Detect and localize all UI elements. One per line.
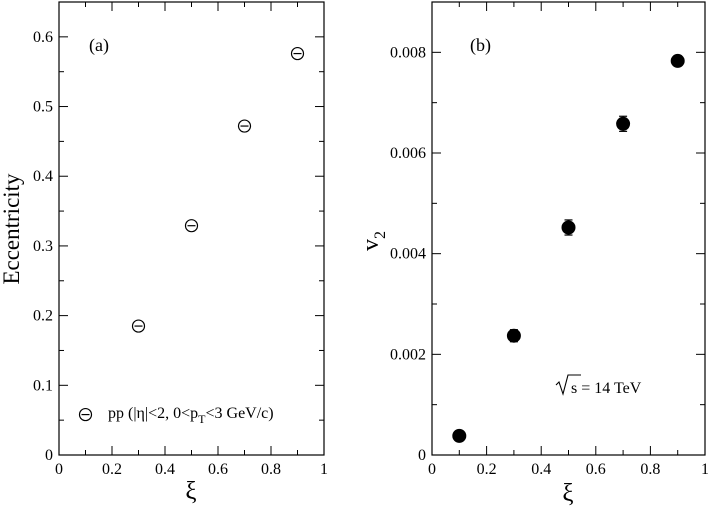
panel-a-y-tick-label: 0.6 — [33, 29, 53, 46]
panel-a-y-tick-label: 0.2 — [33, 308, 53, 325]
panel-a-y-tick-label: 0.5 — [33, 99, 53, 116]
panel-b-x-tick-label: 0 — [428, 461, 436, 478]
panel-a-x-tick-label: 1 — [320, 461, 328, 478]
panel-b-y-tick-label: 0 — [418, 447, 426, 464]
panel-b-y-tick-label: 0.004 — [390, 246, 426, 263]
panel-b-x-axis-title: ξ — [562, 480, 573, 507]
panel-a-x-tick-label: 0.2 — [102, 461, 122, 478]
panel-a-y-tick-label: 0.1 — [33, 377, 53, 394]
panel-b-x-tick-label: 0.8 — [640, 461, 660, 478]
panel-a-annotation-part1: pp (|η|<2, 0<p — [108, 405, 198, 422]
panel-b-x-tick-label: 1 — [701, 461, 708, 478]
panel-a-y-tick-label: 0 — [45, 447, 53, 464]
panel-a-annotation-part2: <3 GeV/c) — [206, 405, 274, 422]
panel-b-y-axis-title-main: v — [358, 239, 384, 251]
panel-b-annotation: s = 14 TeV — [555, 374, 642, 397]
panel-b-y-axis-title-sub: 2 — [372, 231, 389, 239]
panel-a-x-tick-label: 0 — [55, 461, 63, 478]
panel-b-data-point — [506, 328, 521, 343]
panel-b-x-tick-label: 0.2 — [477, 461, 497, 478]
panel-b-data-point — [452, 428, 467, 443]
panel-b-y-axis-title: v2 — [358, 231, 389, 251]
panel-b-annotation-text: s = 14 TeV — [571, 380, 642, 397]
panel-a-y-tick-label: 0.4 — [33, 168, 53, 185]
panel-b-data-point — [616, 116, 631, 131]
panel-b-layer: 0 0.2 0.4 0.6 0.8 1 0 0.002 0.004 0.006 0.008 — [390, 2, 708, 478]
panel-a-x-axis-title: ξ — [185, 478, 196, 505]
panel-b-y-tick-label: 0.002 — [390, 346, 426, 363]
panel-a-y-axis-title: Eccentricity — [0, 173, 24, 285]
panel-a-label: (a) — [89, 35, 109, 56]
panel-a-annotation-sub: T — [198, 412, 206, 426]
panel-b-label: (b) — [470, 35, 491, 56]
panel-b-data-point — [561, 220, 576, 235]
panel-b-y-tick-label: 0.006 — [390, 145, 426, 162]
panel-a-x-tick-label: 0.6 — [208, 461, 228, 478]
panel-a-x-tick-label: 0.8 — [261, 461, 281, 478]
panel-a-annotation: pp (|η|<2, 0<pT<3 GeV/c) — [108, 405, 274, 426]
panel-a-x-tick-label: 0.4 — [155, 461, 175, 478]
panel-b-data-point — [670, 53, 685, 68]
sqrt-sign-icon — [555, 374, 581, 396]
panel-b-x-tick-label: 0.4 — [531, 461, 551, 478]
panel-b-x-tick-label: 0.6 — [586, 461, 606, 478]
panel-b-y-tick-label: 0.008 — [390, 44, 426, 61]
panel-a-y-tick-label: 0.3 — [33, 238, 53, 255]
panel-a-layer: 0 0.2 0.4 0.6 0.8 1 0 0.1 0.2 0.3 0.4 0.5 0.6 — [33, 2, 328, 478]
